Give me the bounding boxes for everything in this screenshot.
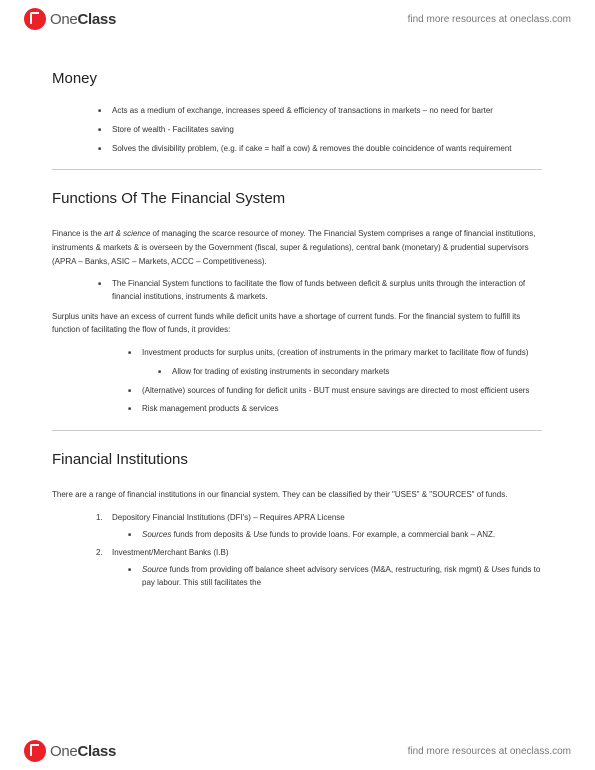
footer-tagline: find more resources at oneclass.com (408, 746, 571, 757)
text-fragment: funds from deposits & (171, 530, 253, 539)
list-item: Solves the divisibility problem, (e.g. i… (52, 143, 542, 156)
page-footer: OneClass find more resources at oneclass… (0, 732, 595, 770)
text-emphasis: Sources (142, 530, 171, 539)
text-fragment: funds to provide loans. For example, a c… (267, 530, 495, 539)
oneclass-icon (24, 8, 46, 30)
text-emphasis: Source (142, 565, 167, 574)
text-emphasis: art & science (104, 229, 150, 238)
functions-sub-bullets-cont: (Alternative) sources of funding for def… (52, 385, 542, 417)
money-bullets: Acts as a medium of exchange, increases … (52, 105, 542, 155)
heading-functions: Functions Of The Financial System (52, 190, 542, 207)
brand-name: OneClass (50, 11, 116, 28)
brand-logo-footer: OneClass (24, 740, 116, 762)
list-item: Acts as a medium of exchange, increases … (52, 105, 542, 118)
list-item: Store of wealth - Facilitates saving (52, 124, 542, 137)
list-item: The Financial System functions to facili… (52, 278, 542, 304)
heading-institutions: Financial Institutions (52, 451, 542, 468)
divider (52, 169, 542, 170)
text-fragment: funds from providing off balance sheet a… (167, 565, 491, 574)
list-item: Risk management products & services (52, 403, 542, 416)
text-emphasis: Uses (491, 565, 509, 574)
list-item: Investment/Merchant Banks (I.B) Source f… (52, 547, 542, 589)
text-emphasis: Use (253, 530, 267, 539)
functions-sub-bullets: Investment products for surplus units, (… (52, 347, 542, 360)
brand-name-footer: OneClass (50, 743, 116, 760)
functions-main-bullet: The Financial System functions to facili… (52, 278, 542, 304)
brand-name-bold: Class (77, 11, 116, 28)
functions-sub-sub-bullets: Allow for trading of existing instrument… (52, 366, 542, 379)
list-item: (Alternative) sources of funding for def… (52, 385, 542, 398)
text-fragment: Finance is the (52, 229, 104, 238)
header-tagline: find more resources at oneclass.com (408, 14, 571, 25)
document-body: Money Acts as a medium of exchange, incr… (52, 70, 542, 596)
divider (52, 430, 542, 431)
brand-name-light: One (50, 743, 77, 760)
functions-intro: Finance is the art & science of managing… (52, 227, 542, 268)
list-item: Depository Financial Institutions (DFI's… (52, 512, 542, 542)
oneclass-icon (24, 740, 46, 762)
page-header: OneClass find more resources at oneclass… (0, 0, 595, 38)
text-fragment: Investment/Merchant Banks (I.B) (112, 548, 229, 557)
heading-money: Money (52, 70, 542, 87)
list-item: Investment products for surplus units, (… (52, 347, 542, 360)
list-item: Source funds from providing off balance … (52, 564, 542, 590)
functions-para2: Surplus units have an excess of current … (52, 310, 542, 337)
list-item: Allow for trading of existing instrument… (52, 366, 542, 379)
institutions-intro: There are a range of financial instituti… (52, 488, 542, 502)
brand-name-light: One (50, 11, 77, 28)
list-item: Sources funds from deposits & Use funds … (52, 529, 542, 542)
institutions-list: Depository Financial Institutions (DFI's… (52, 512, 542, 590)
text-fragment: Depository Financial Institutions (DFI's… (112, 513, 345, 522)
brand-name-bold: Class (77, 743, 116, 760)
brand-logo: OneClass (24, 8, 116, 30)
